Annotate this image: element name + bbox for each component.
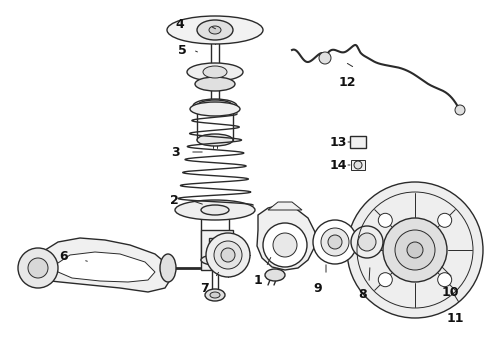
Circle shape (221, 248, 235, 262)
Text: 5: 5 (178, 44, 186, 57)
Circle shape (407, 242, 423, 258)
Text: 10: 10 (441, 285, 459, 298)
Text: 14: 14 (329, 158, 347, 171)
Text: 12: 12 (338, 76, 356, 89)
Text: 3: 3 (171, 145, 179, 158)
Ellipse shape (201, 205, 229, 215)
Ellipse shape (210, 292, 220, 298)
Ellipse shape (265, 269, 285, 281)
Text: 11: 11 (446, 311, 464, 324)
Text: 1: 1 (254, 274, 262, 287)
Ellipse shape (201, 255, 229, 265)
Circle shape (395, 230, 435, 270)
Ellipse shape (160, 254, 176, 282)
Ellipse shape (209, 26, 221, 34)
Circle shape (358, 233, 376, 251)
Ellipse shape (195, 77, 235, 91)
Ellipse shape (167, 16, 263, 44)
Text: 4: 4 (175, 18, 184, 31)
Circle shape (273, 233, 297, 257)
Circle shape (313, 220, 357, 264)
Circle shape (383, 218, 447, 282)
Circle shape (354, 161, 362, 169)
Ellipse shape (197, 20, 233, 40)
Circle shape (455, 105, 465, 115)
Text: 7: 7 (199, 282, 208, 294)
Polygon shape (257, 205, 315, 270)
Text: 6: 6 (60, 251, 68, 264)
Text: 8: 8 (359, 288, 368, 302)
Circle shape (28, 258, 48, 278)
Text: 9: 9 (314, 282, 322, 294)
Circle shape (206, 233, 250, 277)
Ellipse shape (203, 66, 227, 78)
Circle shape (328, 235, 342, 249)
Text: 13: 13 (329, 135, 347, 149)
Circle shape (438, 213, 452, 227)
Circle shape (378, 213, 392, 227)
Polygon shape (350, 136, 366, 148)
Polygon shape (268, 202, 302, 210)
Ellipse shape (197, 100, 233, 112)
Circle shape (214, 241, 242, 269)
Circle shape (378, 273, 392, 287)
Polygon shape (35, 238, 172, 292)
Circle shape (319, 52, 331, 64)
Circle shape (438, 273, 452, 287)
Polygon shape (55, 252, 155, 282)
Circle shape (321, 228, 349, 256)
Polygon shape (201, 230, 233, 270)
Circle shape (18, 248, 58, 288)
Ellipse shape (190, 102, 240, 116)
Circle shape (347, 182, 483, 318)
Ellipse shape (197, 134, 233, 146)
Text: 2: 2 (170, 194, 178, 207)
Ellipse shape (193, 99, 237, 113)
Ellipse shape (175, 200, 255, 220)
Circle shape (351, 226, 383, 258)
Polygon shape (351, 160, 365, 170)
Circle shape (263, 223, 307, 267)
Ellipse shape (205, 289, 225, 301)
Ellipse shape (187, 63, 243, 81)
